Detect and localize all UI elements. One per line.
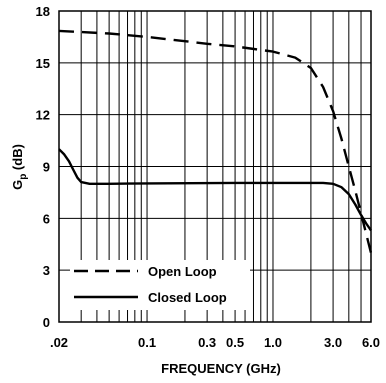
- y-tick-label: 15: [36, 56, 50, 71]
- y-tick-label: 3: [43, 263, 50, 278]
- y-tick-label: 0: [43, 315, 50, 330]
- x-tick-label: 0.5: [226, 335, 244, 350]
- legend-label-open-loop: Open Loop: [148, 264, 217, 279]
- x-tick-label: 3.0: [324, 335, 342, 350]
- legend: Open Loop Closed Loop: [70, 260, 250, 310]
- x-tick-label: 6.0: [362, 335, 380, 350]
- x-tick-label: 0.3: [198, 335, 216, 350]
- y-tick-label: 18: [36, 4, 50, 19]
- y-axis-title-unit: (dB): [10, 144, 25, 174]
- x-tick-labels: .02 0.1 0.3 0.5 1.0 3.0 6.0: [50, 335, 380, 350]
- y-axis-title-main: G: [10, 180, 25, 190]
- x-tick-label: 0.1: [138, 335, 156, 350]
- series-line-open-loop: [58, 29, 373, 254]
- y-tick-label: 12: [36, 108, 50, 123]
- plot-frame: [58, 10, 372, 323]
- legend-background: [70, 260, 250, 310]
- series-line-closed-loop: [58, 148, 372, 232]
- y-tick-label: 6: [43, 211, 50, 226]
- legend-label-closed-loop: Closed Loop: [148, 290, 227, 305]
- x-tick-label: 1.0: [264, 335, 282, 350]
- x-tick-label: .02: [50, 335, 68, 350]
- x-axis-title: FREQUENCY (GHz): [161, 361, 281, 376]
- y-axis-title-subscript: p: [18, 174, 29, 180]
- y-axis-title: Gp (dB): [10, 144, 29, 190]
- series-layer: [58, 29, 373, 254]
- y-tick-labels: 0 3 6 9 12 15 18: [36, 4, 50, 330]
- y-tick-label: 9: [43, 160, 50, 175]
